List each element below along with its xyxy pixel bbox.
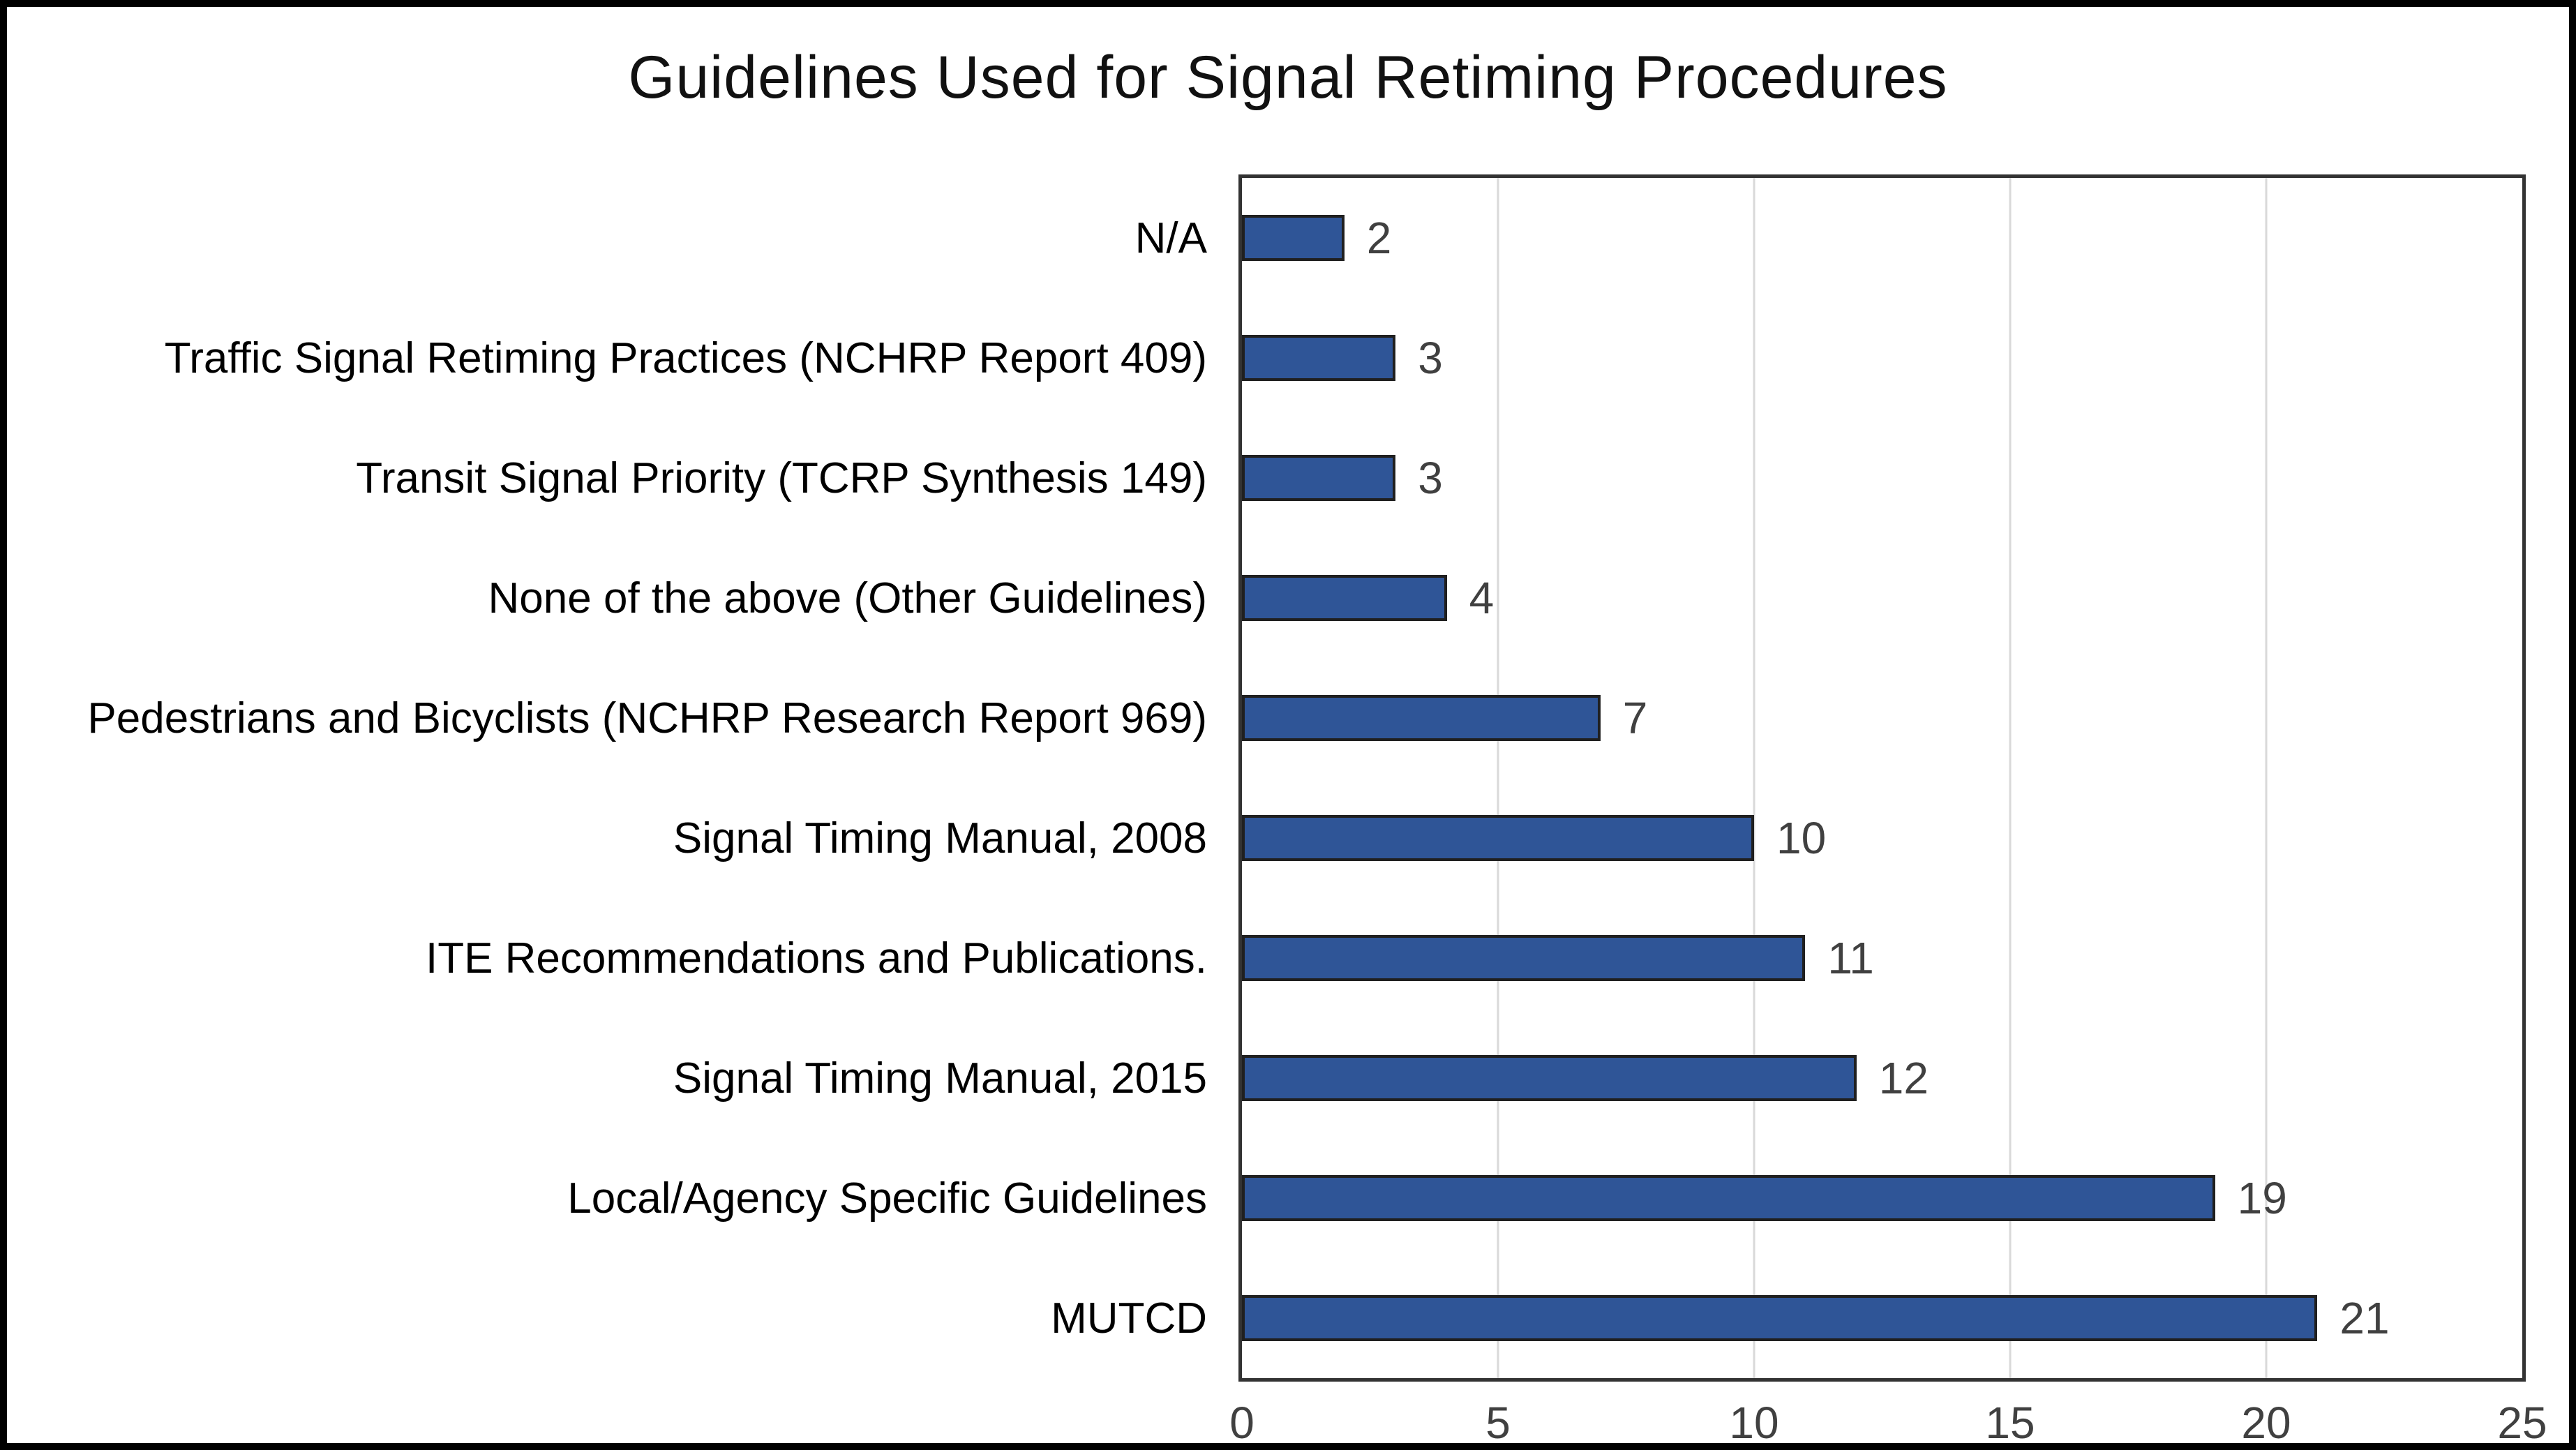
category-label: Signal Timing Manual, 2015 [673,1054,1207,1103]
category-label: Local/Agency Specific Guidelines [567,1174,1207,1223]
value-label: 4 [1469,573,1495,623]
value-label: 12 [1878,1053,1929,1103]
category-label: None of the above (Other Guidelines) [488,574,1207,622]
gridline [2009,178,2012,1378]
x-tick-label: 20 [2241,1398,2291,1448]
x-tick-label: 0 [1229,1398,1255,1448]
gridline [2265,178,2268,1378]
x-tick-label: 25 [2497,1398,2547,1448]
gridline [1753,178,1755,1378]
bar [1242,815,1754,861]
bar [1242,215,1345,261]
bar [1242,1295,2318,1341]
category-labels: N/A Traffic Signal Retiming Practices (NC… [21,178,1207,1378]
category-label: MUTCD [1051,1294,1207,1343]
category-label: Traffic Signal Retiming Practices (NCHRP… [164,334,1207,382]
x-tick-label: 5 [1485,1398,1511,1448]
value-label: 11 [1827,933,1874,983]
bar [1242,695,1601,741]
value-label: 10 [1776,813,1827,863]
bar [1242,1175,2215,1221]
value-label: 3 [1418,453,1443,503]
category-label: Signal Timing Manual, 2008 [673,814,1207,862]
gridline [1497,178,1499,1378]
value-label: 7 [1622,693,1648,743]
bar [1242,455,1396,501]
x-tick-label: 10 [1729,1398,1779,1448]
category-label: ITE Recommendations and Publications. [425,934,1207,982]
plot-area [1238,174,2526,1382]
bar [1242,935,1806,981]
chart-title: Guidelines Used for Signal Retiming Proc… [628,44,1948,111]
category-label: Transit Signal Priority (TCRP Synthesis … [356,454,1207,502]
bar [1242,335,1396,381]
value-label: 19 [2237,1173,2287,1223]
value-label: 2 [1366,213,1392,263]
value-label: 3 [1418,333,1443,383]
category-label: N/A [1135,214,1207,262]
category-label: Pedestrians and Bicyclists (NCHRP Resear… [87,694,1207,742]
bar [1242,575,1447,621]
bar [1242,1055,1857,1101]
x-tick-label: 15 [1985,1398,2035,1448]
value-label: 21 [2339,1293,2390,1343]
